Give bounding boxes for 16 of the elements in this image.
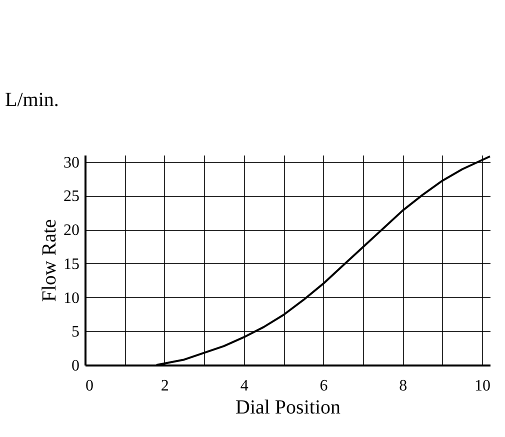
y-axis-title: Flow Rate xyxy=(38,218,60,302)
y-tick-label: 15 xyxy=(64,256,80,273)
y-tick-label: 25 xyxy=(64,188,80,206)
text: L/min. xyxy=(5,89,59,111)
x-tick-label: 10 xyxy=(474,378,491,394)
x-tick-label: 4 xyxy=(240,378,248,394)
y-tick-label: 5 xyxy=(72,324,80,341)
x-tick-label: 2 xyxy=(160,378,169,394)
x-tick-label: 8 xyxy=(399,378,408,394)
x-axis-title: Dial Position xyxy=(235,396,341,418)
x-tick-label: 0 xyxy=(86,378,94,394)
x-tick-label: 6 xyxy=(320,378,328,394)
y-tick-label: 30 xyxy=(64,154,80,172)
y-tick-label: 0 xyxy=(72,358,80,374)
y-tick-label: 10 xyxy=(64,290,80,307)
y-tick-label: 20 xyxy=(64,222,80,240)
